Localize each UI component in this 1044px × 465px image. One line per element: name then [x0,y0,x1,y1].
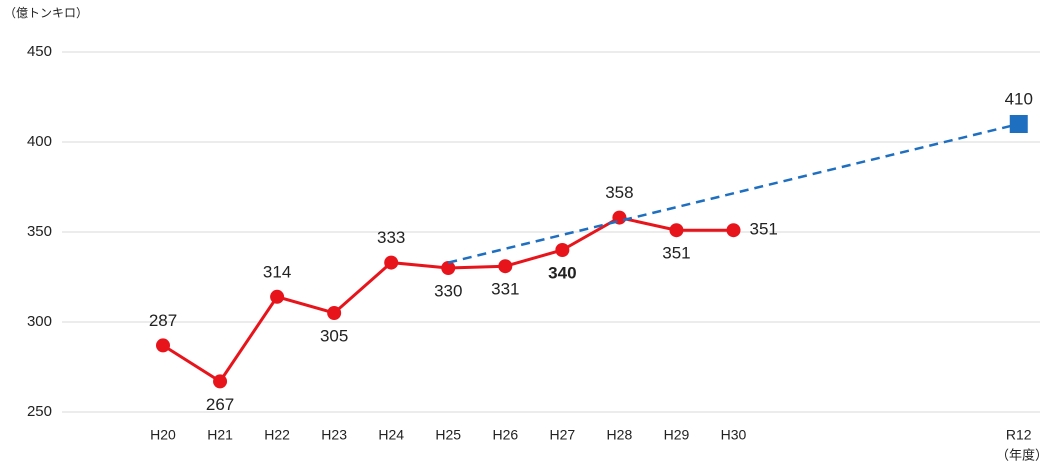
x-tick-label: H24 [378,427,404,443]
series-line [447,122,1020,264]
x-tick-label: H20 [150,427,176,443]
data-label: 351 [750,220,778,239]
y-tick-label: 450 [27,43,52,60]
data-label: 351 [662,244,690,263]
data-label: 305 [320,326,348,345]
data-label: 410 [1005,89,1033,108]
marker [213,374,228,389]
x-tick-label: H23 [321,427,347,443]
marker [270,289,285,304]
marker [1009,115,1028,133]
data-label: 331 [491,280,519,299]
marker [669,223,684,238]
marker [555,243,570,257]
data-label: 267 [206,395,234,414]
data-label: 330 [434,281,462,300]
y-tick-label: 400 [27,133,52,150]
x-tick-label: H21 [207,427,233,443]
data-label: 287 [149,311,177,330]
marker [441,261,456,275]
x-tick-label: R12 [1006,427,1032,443]
marker [156,338,170,353]
x-tick-label: H22 [264,427,290,443]
data-label: 340 [548,263,576,282]
data-label: 333 [377,228,405,247]
y-axis-label: （億トンキロ） [4,6,88,20]
x-tick-label: H27 [550,427,576,443]
x-tick-label: H30 [721,427,747,443]
data-label: 358 [605,183,633,202]
marker [384,255,399,270]
x-tick-label: H29 [664,427,690,443]
x-tick-label: H26 [492,427,518,443]
data-label: 314 [263,262,291,281]
y-tick-label: 250 [27,403,52,420]
x-tick-label: H28 [607,427,633,443]
x-axis-label: （年度） [996,447,1044,462]
marker [327,306,342,320]
marker [726,223,741,238]
y-tick-label: 350 [27,223,52,240]
y-tick-label: 300 [27,313,52,330]
x-tick-label: H25 [435,427,461,443]
marker [498,259,513,274]
